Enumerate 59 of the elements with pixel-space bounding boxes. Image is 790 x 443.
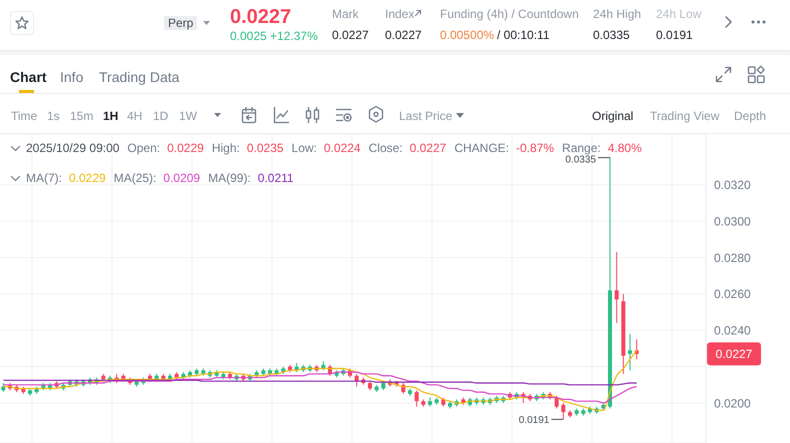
text: 1W bbox=[179, 108, 197, 122]
text: Trading View bbox=[650, 108, 720, 122]
annotation: MA(7): 0.0229 bbox=[26, 171, 106, 185]
text: Mark bbox=[332, 7, 359, 21]
annotation: High: 0.0235 bbox=[212, 141, 284, 155]
text: Original bbox=[592, 108, 634, 122]
annotation: 2025/10/29 09:00 bbox=[26, 141, 120, 155]
y-tick-label: 0.0200 bbox=[714, 396, 752, 410]
text: 1H bbox=[103, 108, 118, 122]
candlestick bbox=[554, 395, 559, 409]
y-tick-label: 0.0300 bbox=[714, 214, 752, 229]
text: 4H bbox=[127, 108, 142, 122]
candlestick bbox=[428, 397, 432, 408]
candlestick bbox=[441, 397, 446, 408]
text: Perp bbox=[164, 16, 198, 30]
candlestick bbox=[368, 380, 372, 391]
candlestick bbox=[614, 252, 619, 324]
text: 24h High bbox=[593, 7, 642, 21]
text: / 00:10:11 bbox=[497, 28, 550, 42]
annotation: MA(99): 0.0211 bbox=[208, 171, 294, 185]
candlestick bbox=[381, 380, 386, 391]
annotation: Range: 4.80% bbox=[562, 141, 642, 155]
annotation: Close: 0.0227 bbox=[368, 141, 446, 155]
text: Last Price bbox=[399, 108, 452, 122]
candlestick bbox=[561, 402, 566, 420]
y-tick-label: 0.0240 bbox=[714, 324, 752, 338]
candlestick bbox=[354, 373, 359, 388]
annotation: Open: 0.0229 bbox=[127, 141, 204, 155]
text: 0.0025 +12.37% bbox=[230, 29, 318, 43]
text: Trading Data bbox=[99, 69, 180, 86]
annotation: 0.0335 bbox=[565, 154, 596, 166]
candlestick bbox=[1, 382, 6, 393]
candlestick bbox=[628, 333, 632, 371]
text: Index bbox=[385, 7, 414, 21]
annotation: CHANGE: -0.87% bbox=[454, 141, 554, 155]
text: 0.00500% bbox=[440, 28, 494, 42]
text: 0.0191 bbox=[656, 28, 693, 42]
y-tick-label: 0.0320 bbox=[714, 178, 752, 192]
text: 1D bbox=[153, 108, 168, 122]
text: Info bbox=[60, 69, 84, 86]
text: Depth bbox=[734, 108, 766, 122]
y-tick-label: 0.0280 bbox=[714, 250, 752, 265]
text: 0.0227 bbox=[716, 347, 753, 362]
text: 1s bbox=[47, 108, 60, 122]
text: Funding (4h) / Countdown bbox=[440, 7, 579, 21]
annotation: Low: 0.0224 bbox=[292, 141, 361, 155]
text: Time bbox=[11, 108, 38, 122]
candlestick bbox=[414, 390, 419, 408]
text: 0.0227 bbox=[332, 28, 369, 42]
text: Chart bbox=[10, 69, 47, 86]
text: 0.0335 bbox=[593, 28, 630, 42]
annotation: 0.0191 bbox=[518, 414, 550, 426]
text: 0.0227 bbox=[230, 5, 292, 29]
text: 24h Low bbox=[656, 7, 702, 21]
text: 0.0227 bbox=[385, 28, 422, 42]
y-tick-label: 0.0260 bbox=[714, 287, 752, 302]
line-series bbox=[2, 350, 638, 411]
text: 15m bbox=[70, 108, 94, 122]
annotation: MA(25): 0.0209 bbox=[114, 171, 200, 185]
